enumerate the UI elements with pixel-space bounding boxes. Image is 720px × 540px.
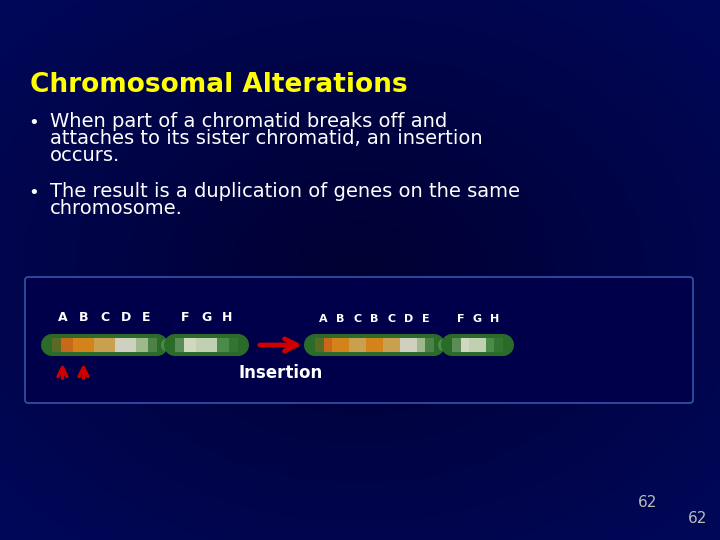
Text: 62: 62	[638, 495, 657, 510]
Bar	[52, 334, 157, 356]
Bar	[94, 338, 115, 352]
Text: Insertion: Insertion	[239, 364, 323, 382]
Bar	[73, 338, 94, 352]
Text: C: C	[354, 314, 361, 324]
Text: B: B	[336, 314, 345, 324]
Bar	[315, 338, 332, 352]
Ellipse shape	[441, 334, 463, 356]
Ellipse shape	[304, 334, 326, 356]
Text: A: A	[319, 314, 328, 324]
Text: The result is a duplication of genes on the same: The result is a duplication of genes on …	[50, 182, 520, 201]
Ellipse shape	[161, 339, 171, 351]
Bar	[196, 338, 217, 352]
Bar	[52, 338, 73, 352]
Ellipse shape	[164, 334, 186, 356]
Text: When part of a chromatid breaks off and: When part of a chromatid breaks off and	[50, 112, 447, 131]
Text: 62: 62	[688, 511, 707, 526]
Bar	[175, 338, 196, 352]
Bar	[426, 338, 434, 352]
Bar	[148, 338, 157, 352]
Bar	[469, 338, 486, 352]
Bar	[400, 338, 417, 352]
Text: F: F	[456, 314, 464, 324]
Ellipse shape	[438, 339, 448, 351]
Ellipse shape	[227, 334, 249, 356]
Bar	[315, 334, 434, 356]
Text: chromosome.: chromosome.	[50, 199, 183, 218]
Ellipse shape	[492, 334, 514, 356]
Ellipse shape	[146, 334, 168, 356]
Bar	[349, 338, 366, 352]
Text: A: A	[58, 311, 67, 324]
Bar	[217, 338, 238, 352]
Bar	[315, 338, 324, 352]
Ellipse shape	[41, 334, 63, 356]
Bar	[417, 338, 434, 352]
FancyBboxPatch shape	[25, 277, 693, 403]
Bar	[486, 338, 503, 352]
Text: •: •	[28, 184, 39, 202]
Text: •: •	[28, 114, 39, 132]
Bar	[175, 338, 184, 352]
Text: C: C	[100, 311, 109, 324]
Ellipse shape	[423, 334, 445, 356]
Bar	[494, 338, 503, 352]
Text: B: B	[370, 314, 379, 324]
Bar	[52, 338, 60, 352]
Text: C: C	[387, 314, 395, 324]
Text: F: F	[181, 311, 190, 324]
Bar	[136, 338, 157, 352]
Bar	[115, 338, 136, 352]
Text: D: D	[120, 311, 130, 324]
Text: H: H	[222, 311, 233, 324]
Bar	[175, 334, 238, 356]
Text: E: E	[422, 314, 429, 324]
Text: B: B	[78, 311, 89, 324]
Text: attaches to its sister chromatid, an insertion: attaches to its sister chromatid, an ins…	[50, 129, 482, 148]
Text: G: G	[202, 311, 212, 324]
Text: D: D	[404, 314, 413, 324]
Bar	[229, 338, 238, 352]
Bar	[332, 338, 349, 352]
Bar	[383, 338, 400, 352]
Bar	[452, 338, 469, 352]
Bar	[452, 334, 503, 356]
Text: occurs.: occurs.	[50, 146, 120, 165]
Bar	[366, 338, 383, 352]
Text: E: E	[143, 311, 150, 324]
Text: G: G	[473, 314, 482, 324]
Text: H: H	[490, 314, 499, 324]
Text: Chromosomal Alterations: Chromosomal Alterations	[30, 72, 408, 98]
Bar	[452, 338, 461, 352]
